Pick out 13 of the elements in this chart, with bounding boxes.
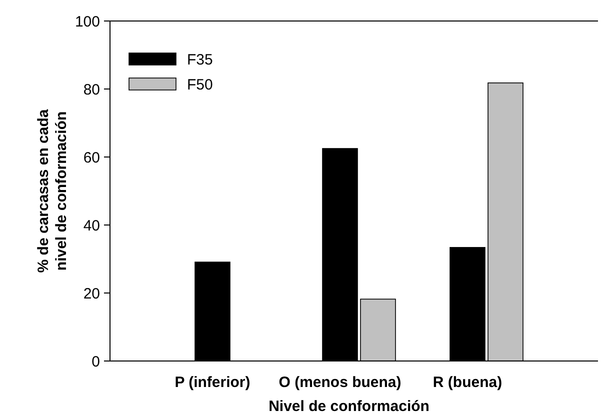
y-tick-label: 60	[83, 149, 100, 166]
legend-label: F35	[187, 51, 213, 68]
y-axis-title: % de carcasas en cada nivel de conformación	[35, 108, 70, 273]
y-tick-label: 0	[92, 353, 100, 370]
y-tick-label: 20	[83, 285, 100, 302]
x-tick-label: R (buena)	[432, 374, 502, 391]
x-tick-label: O (menos buena)	[278, 374, 402, 391]
y-tick-label: 80	[83, 81, 100, 98]
x-tick-label: P (inferior)	[174, 374, 250, 391]
x-axis-title: Nivel de conformación	[268, 398, 430, 415]
y-tick-label: 100	[74, 13, 100, 30]
legend-label: F50	[187, 76, 213, 94]
y-tick-label: 40	[83, 217, 100, 234]
